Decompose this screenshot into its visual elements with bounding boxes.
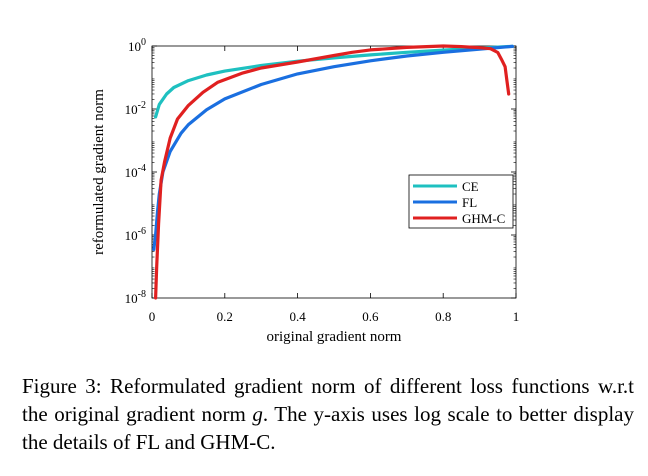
plot-area-frame: [151, 45, 517, 299]
legend: CE FL GHM-C: [408, 174, 514, 229]
series-lines: [152, 44, 514, 300]
series-line-ghm-c: [154, 44, 511, 300]
y-axis-label: reformulated gradient norm: [91, 89, 107, 255]
y-tick-label: 10-6: [125, 226, 146, 243]
caption-text-before: Figure 3: Reformulated gradient norm of …: [22, 374, 634, 426]
legend-label-ce: CE: [462, 179, 479, 194]
y-tick-labels: 10-8 10-6 10-4 10-2 100: [125, 37, 146, 306]
caption-variable: g: [252, 402, 263, 426]
x-tick-label: 1: [513, 309, 520, 324]
x-tick-label: 0.2: [217, 309, 233, 324]
y-tick-label: 10-4: [125, 163, 146, 180]
figure-caption: Figure 3: Reformulated gradient norm of …: [22, 372, 634, 456]
series-line-ce: [154, 44, 514, 119]
gradient-norm-chart: 0 0.2 0.4 0.6 0.8 1 10-8 10-6 10-4 10-2 100 origi…: [91, 37, 520, 345]
x-tick-label: 0.6: [362, 309, 379, 324]
legend-label-fl: FL: [462, 195, 477, 210]
y-tick-label: 10-8: [125, 289, 146, 306]
x-axis-label: original gradient norm: [267, 329, 402, 345]
caption-text-after: . The y-axis uses log scale to better di…: [22, 402, 635, 454]
x-tick-label: 0.4: [289, 309, 306, 324]
x-tick-labels: 0 0.2 0.4 0.6 0.8 1: [149, 309, 520, 324]
y-tick-label: 10-2: [125, 100, 146, 117]
x-tick-label: 0.8: [435, 309, 451, 324]
x-tick-label: 0: [149, 309, 156, 324]
minor-tick-group: [152, 47, 516, 289]
legend-label-ghm-c: GHM-C: [462, 211, 505, 226]
y-tick-label: 100: [128, 37, 146, 54]
major-tick-group: [151, 45, 517, 299]
